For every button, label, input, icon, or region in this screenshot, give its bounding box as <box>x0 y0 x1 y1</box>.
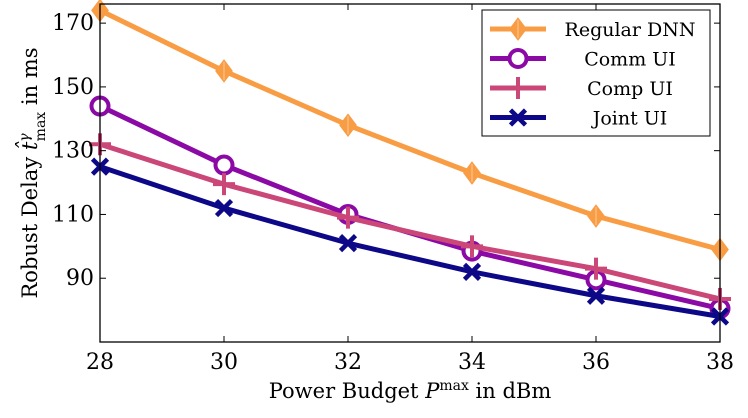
data-point <box>585 257 607 280</box>
data-point <box>337 206 359 229</box>
x-tick-label: 30 <box>210 350 238 375</box>
data-point <box>214 198 234 218</box>
data-point <box>507 48 529 69</box>
y-tick-label: 170 <box>52 11 94 36</box>
data-point <box>507 77 529 99</box>
x-tick-label: 36 <box>582 350 610 375</box>
legend-label: Regular DNN <box>565 19 696 41</box>
legend-item: Comm UI <box>490 48 676 71</box>
plot-area-frame <box>99 3 721 343</box>
y-axis-label: Robust Delay t̂γmax in ms <box>15 47 49 298</box>
legend: Regular DNN Comm UI Comp UI Joint UI <box>481 9 711 137</box>
legend-item: Comp UI <box>490 77 673 100</box>
data-point <box>215 59 233 83</box>
data-point <box>509 17 527 41</box>
y-tick-label: 130 <box>52 139 94 164</box>
series-line <box>98 8 721 252</box>
y-tick-label: 110 <box>52 202 94 227</box>
series-line <box>99 164 721 319</box>
data-point <box>461 235 483 258</box>
x-axis-label: Power Budget Pmax in dBm <box>269 378 552 403</box>
legend-item: Joint UI <box>490 108 667 130</box>
y-tick-label: 150 <box>52 75 94 100</box>
data-point <box>508 108 528 127</box>
legend-label: Comm UI <box>584 49 676 71</box>
data-point <box>462 262 482 281</box>
data-point <box>338 234 358 253</box>
x-tick-label: 28 <box>86 350 114 375</box>
series-regular-dnn <box>91 0 729 262</box>
legend-item: Regular DNN <box>490 17 696 41</box>
legend-label: Joint UI <box>591 108 668 130</box>
y-tick-label: 90 <box>66 266 94 291</box>
x-tick-label: 32 <box>334 350 362 375</box>
data-point <box>586 286 606 305</box>
series-joint-ui <box>90 157 730 326</box>
legend-label: Comp UI <box>587 78 673 100</box>
data-point <box>213 154 235 176</box>
data-point <box>213 173 235 196</box>
series-line <box>99 141 721 302</box>
data-point <box>339 113 357 138</box>
x-tick-label: 38 <box>706 350 734 375</box>
data-point <box>587 204 605 228</box>
data-point <box>463 161 481 185</box>
series-layer <box>89 0 731 326</box>
axis-ticks: 28 30 32 34 36 38 90 110 130 150 170 <box>52 4 734 375</box>
x-tick-label: 34 <box>458 350 486 375</box>
series-comp-ui <box>89 133 731 310</box>
